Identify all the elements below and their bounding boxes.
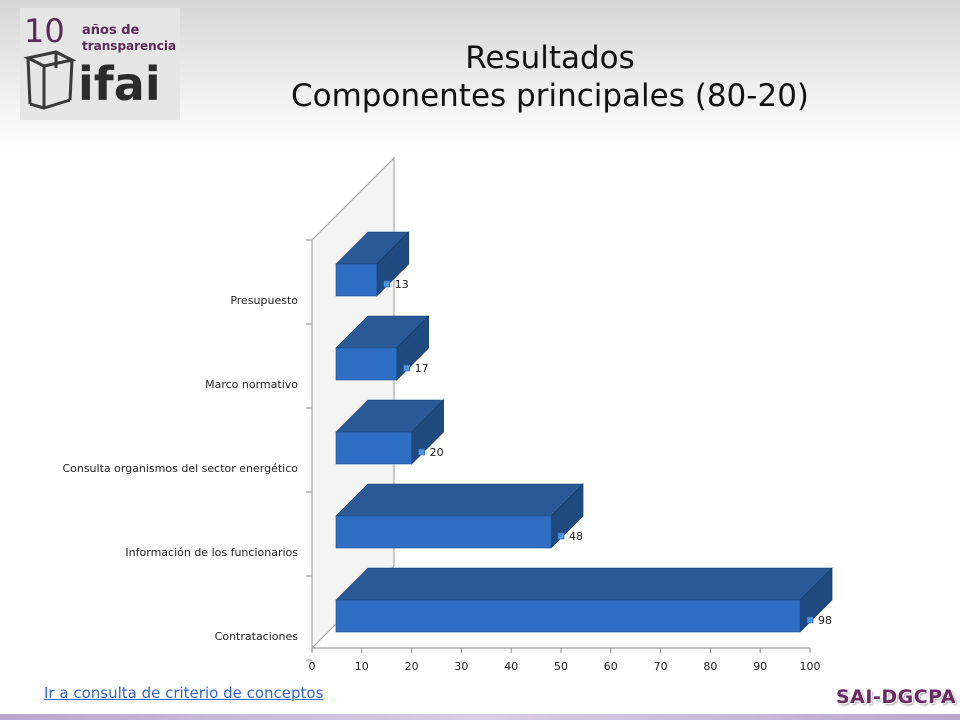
x-tick-label: 40 — [504, 660, 518, 673]
category-label: Consulta organismos del sector energétic… — [62, 462, 298, 475]
category-label: Información de los funcionarios — [125, 546, 298, 559]
bar-top-face — [335, 567, 833, 601]
category-label: Presupuesto — [230, 294, 298, 307]
x-tick-label: 100 — [800, 660, 821, 673]
page-title: Resultados Componentes principales (80-2… — [200, 40, 900, 116]
data-label: 20 — [430, 446, 444, 459]
bar: 20 — [335, 399, 445, 465]
x-tick-label: 20 — [405, 660, 419, 673]
logo-line2: transparencia — [82, 39, 176, 53]
bar: 13 — [335, 231, 410, 297]
bar-top-face — [335, 483, 584, 517]
bar-front-face — [335, 599, 801, 633]
category-label: Marco normativo — [205, 378, 298, 391]
data-label-marker — [403, 364, 410, 372]
data-label-marker — [418, 448, 425, 456]
logo-line1: años de — [82, 23, 140, 38]
bar-front-face — [335, 263, 378, 297]
data-label-marker — [383, 280, 391, 288]
brand-logo: SAI-DGCPA — [836, 686, 957, 708]
criteria-link[interactable]: Ir a consulta de criterio de conceptos — [44, 684, 324, 702]
data-label: 48 — [569, 530, 583, 543]
bar-chart: 0 10 20 30 40 50 60 70 80 90 100 13 Presupuesto 17 Mar… — [62, 156, 833, 673]
x-tick-label: 90 — [753, 660, 767, 673]
x-tick-label: 60 — [604, 660, 618, 673]
x-tick-label: 0 — [309, 660, 316, 673]
x-tick-label: 30 — [454, 660, 468, 673]
x-tick-label: 80 — [703, 660, 717, 673]
title-line2: Componentes principales (80-20) — [290, 78, 810, 114]
bar: 48 — [335, 483, 584, 549]
x-tick-label: 70 — [654, 660, 668, 673]
data-label: 13 — [395, 278, 409, 291]
data-label-marker — [806, 616, 814, 624]
logo-number: 10 — [24, 12, 65, 50]
logo-word: ifai — [78, 57, 161, 111]
ifai-logo: 10 años de transparencia ifai — [20, 8, 180, 120]
data-label: 98 — [818, 614, 832, 627]
bar-front-face — [335, 347, 397, 381]
x-tick-label: 50 — [554, 660, 568, 673]
bar: 17 — [335, 315, 430, 381]
bar-front-face — [335, 431, 412, 465]
logo-cube-icon — [23, 50, 77, 110]
bar-front-face — [335, 515, 552, 549]
data-label: 17 — [415, 362, 429, 375]
footer-band — [0, 714, 960, 720]
bar: 98 — [335, 567, 833, 633]
x-tick-label: 10 — [355, 660, 369, 673]
category-label: Contrataciones — [215, 630, 299, 643]
data-label-marker — [557, 532, 565, 540]
title-line1: Resultados — [465, 40, 635, 76]
